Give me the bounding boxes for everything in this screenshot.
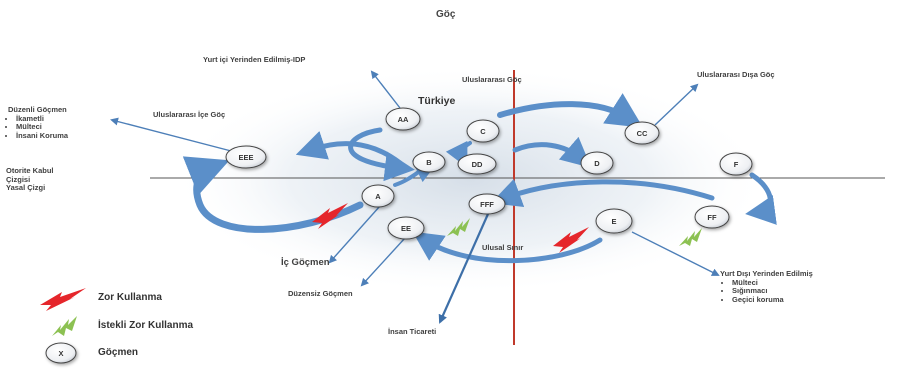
yurt-disi-list: Mülteci Sığınmacı Geçici koruma xyxy=(720,278,813,305)
arrow-to-duzenli xyxy=(110,117,236,153)
duzenli-item: İnsani Koruma xyxy=(16,131,68,141)
label-duzenli-title: Düzenli Göçmen xyxy=(8,105,67,114)
force-symbols xyxy=(312,203,702,253)
force-red-symbol-a xyxy=(312,203,348,229)
node-ff-label: FF xyxy=(707,213,717,222)
force-green-symbol-ff xyxy=(679,228,702,246)
arrow-to-duzensiz xyxy=(360,237,406,287)
label-uluslararasi-goc: Uluslararası Göç xyxy=(462,75,522,84)
arrow-aa-b xyxy=(348,127,415,182)
legend-migrant-icon: X xyxy=(45,342,77,364)
arrow-ff-fff xyxy=(490,178,715,207)
node-a: A xyxy=(361,184,395,208)
node-eee: EEE xyxy=(225,145,267,169)
node-e-label: E xyxy=(611,217,616,226)
label-ulusal-sinir: Ulusal Sınır xyxy=(482,243,524,252)
duzenli-item: İkametli xyxy=(16,114,68,124)
node-f-label: F xyxy=(734,160,739,169)
node-d-label: D xyxy=(594,159,600,168)
legend-force-label: Zor Kullanma xyxy=(98,292,162,303)
node-ff: FF xyxy=(694,205,730,229)
node-aa-label: AA xyxy=(398,115,409,124)
label-otorite-3: Yasal Çizgi xyxy=(6,183,46,193)
label-uluslararasi-disa: Uluslararası Dışa Göç xyxy=(697,70,775,79)
arrow-to-disa xyxy=(654,83,699,126)
arrow-c-dd xyxy=(445,140,472,168)
label-duzensiz: Düzensiz Göçmen xyxy=(288,289,353,298)
arrow-f-ff xyxy=(745,172,777,225)
node-fff-label: FFF xyxy=(480,200,494,209)
label-otorite-block: Otorite Kabul Çizgisi Yasal Çizgi xyxy=(6,166,54,193)
node-e: E xyxy=(595,208,633,234)
thin-arrows xyxy=(110,70,720,287)
node-ee: EE xyxy=(387,216,425,240)
label-otorite-2: Çizgisi xyxy=(6,174,31,184)
arrow-to-insan-ticareti xyxy=(438,213,490,324)
label-insan-ticareti: İnsan Ticareti xyxy=(388,327,437,336)
force-green-symbol-fff xyxy=(447,218,470,236)
node-ee-label: EE xyxy=(401,224,411,233)
node-c-label: C xyxy=(480,127,486,136)
label-duzenli-block: Düzenli Göçmen İkametli Mülteci İnsani K… xyxy=(8,105,68,141)
node-b-label: B xyxy=(426,158,432,167)
node-aa: AA xyxy=(385,107,421,131)
arrow-to-ic-gocmen xyxy=(328,205,381,264)
arrow-dd-d xyxy=(512,136,592,168)
yurt-disi-item: Geçici koruma xyxy=(732,295,813,305)
node-dd: DD xyxy=(457,153,497,175)
legend-force-icon xyxy=(40,288,86,311)
label-otorite-1: Otorite Kabul xyxy=(6,166,54,175)
arrow-to-idp xyxy=(370,70,401,109)
node-c: C xyxy=(466,119,500,143)
node-cc: CC xyxy=(624,121,660,145)
label-yurt-disi-title: Yurt Dışı Yerinden Edilmiş xyxy=(720,269,813,278)
yurt-disi-item: Sığınmacı xyxy=(732,287,813,296)
arrow-e-ee xyxy=(412,231,603,264)
node-fff: FFF xyxy=(468,193,506,215)
legend-migrant-symbol: X xyxy=(58,349,63,358)
country-label: Türkiye xyxy=(418,95,456,107)
label-yurt-disi-block: Yurt Dışı Yerinden Edilmiş Mülteci Sığın… xyxy=(720,269,813,305)
force-red-symbol-e xyxy=(553,227,589,253)
arrow-c-cc xyxy=(497,93,644,128)
legend-symbols: X xyxy=(40,288,86,364)
background-glow xyxy=(170,65,770,295)
label-uluslararasi-ice: Uluslararası İçe Göç xyxy=(153,110,226,119)
label-ic-gocmen: İç Göçmen xyxy=(281,257,330,268)
arrow-to-yurt-disi xyxy=(631,231,720,276)
legend-migrant-label: Göçmen xyxy=(98,347,139,358)
node-b: B xyxy=(412,151,446,173)
node-d: D xyxy=(580,151,614,175)
node-f: F xyxy=(719,152,753,176)
duzenli-item: Mülteci xyxy=(16,123,68,132)
label-yurt-ici: Yurt içi Yerinden Edilmiş-IDP xyxy=(203,55,306,64)
nodes: AA C CC EEE B DD D F xyxy=(225,107,753,240)
duzenli-list: İkametli Mülteci İnsani Koruma xyxy=(8,114,68,141)
node-a-label: A xyxy=(375,192,381,201)
yurt-disi-item: Mülteci xyxy=(732,278,813,288)
diagram-title: Göç xyxy=(436,9,456,20)
node-eee-label: EEE xyxy=(238,153,253,162)
legend-voluntary-icon xyxy=(52,316,77,336)
legend-voluntary-label: İstekli Zor Kullanma xyxy=(98,320,194,331)
node-cc-label: CC xyxy=(637,129,648,138)
node-dd-label: DD xyxy=(472,160,483,169)
